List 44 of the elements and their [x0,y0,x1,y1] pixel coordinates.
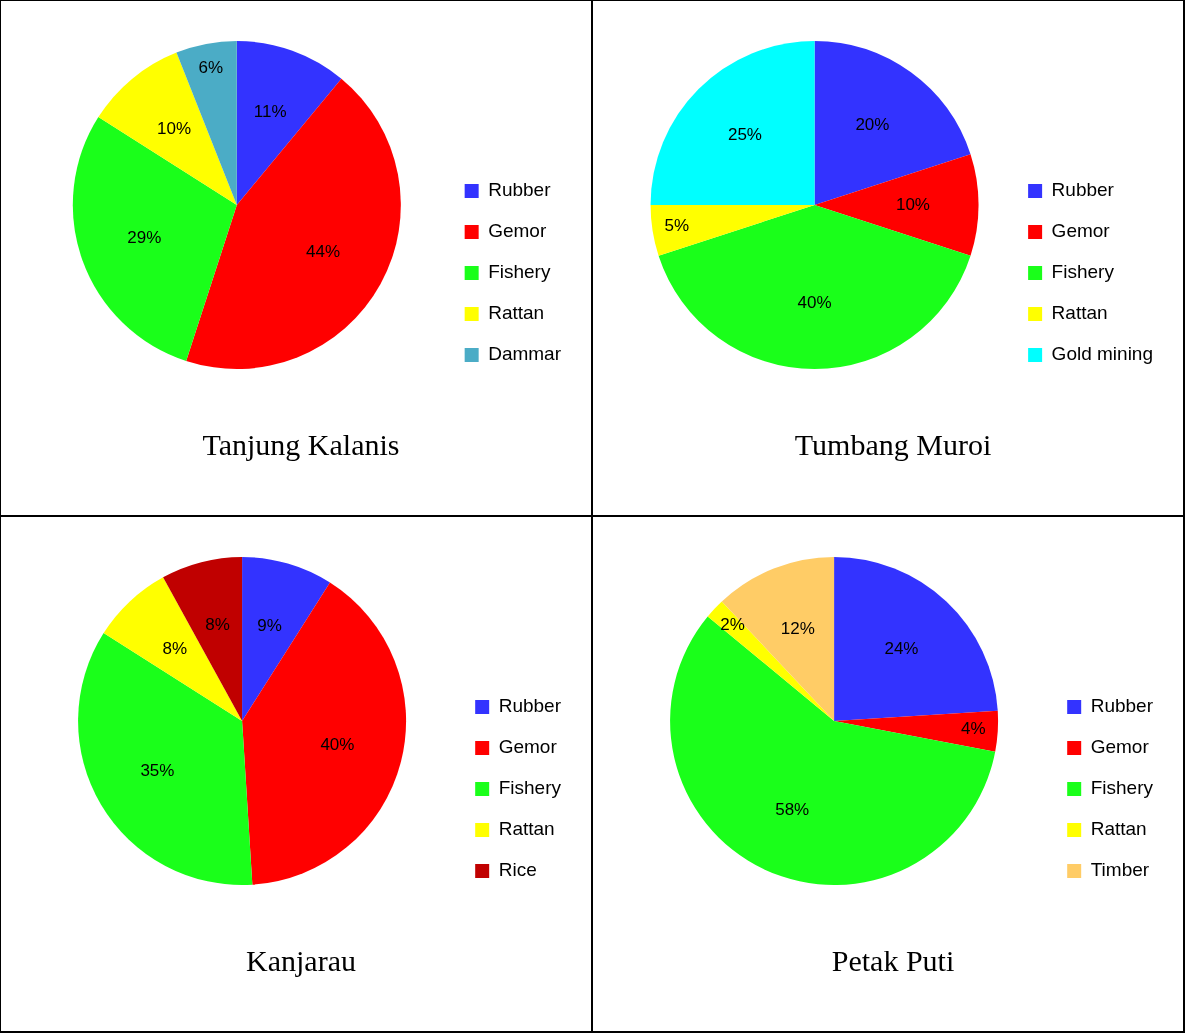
data-label: 24% [884,638,919,658]
data-label: 5% [664,216,690,236]
legend-label: Rattan [1051,302,1108,324]
legend-label: Rubber [1090,695,1154,717]
data-label: 9% [257,616,282,636]
data-label: 58% [775,799,810,819]
legend-label: Fishery [498,777,562,799]
legend-label: Rubber [488,179,552,201]
data-label: 40% [320,735,355,755]
text: Kanjarau [246,943,356,977]
data-label: 10% [157,118,192,138]
legend-label: Fishery [1051,261,1115,283]
data-label: 6% [198,57,223,77]
data-label: 25% [727,125,762,145]
legend-label: Gemor [498,736,558,758]
data-label: 29% [127,228,162,248]
legend-label: Rubber [1051,179,1115,201]
text: Tumbang Muroi [794,427,992,461]
text: Tanjung Kalanis [202,427,400,461]
legend-label: Rice [498,859,537,881]
legend-label: Fishery [1090,777,1154,799]
data-label: 44% [306,242,341,262]
legend-label: Gold mining [1051,343,1154,365]
data-label: 4% [960,719,986,739]
legend-label: Gemor [1090,736,1150,758]
data-label: 8% [205,615,230,635]
legend-label: Dammar [488,343,562,365]
legend-label: Fishery [488,261,551,283]
legend-label: Gemor [488,220,547,242]
legend-label: Rattan [498,818,555,840]
data-label: 12% [780,619,815,639]
data-label: 2% [720,615,745,635]
legend-label: Rubber [498,695,562,717]
legend-label: Rattan [1090,818,1147,840]
legend-label: Gemor [1051,220,1111,242]
data-label: 8% [162,638,188,658]
data-label: 35% [140,760,175,780]
data-label: 10% [895,194,930,214]
data-label: 11% [253,102,287,122]
data-label: 40% [797,293,832,313]
legend-label: Timber [1090,859,1150,881]
legend-label: Rattan [488,302,545,324]
text: Petak Puti [831,943,955,977]
data-label: 20% [855,115,890,135]
